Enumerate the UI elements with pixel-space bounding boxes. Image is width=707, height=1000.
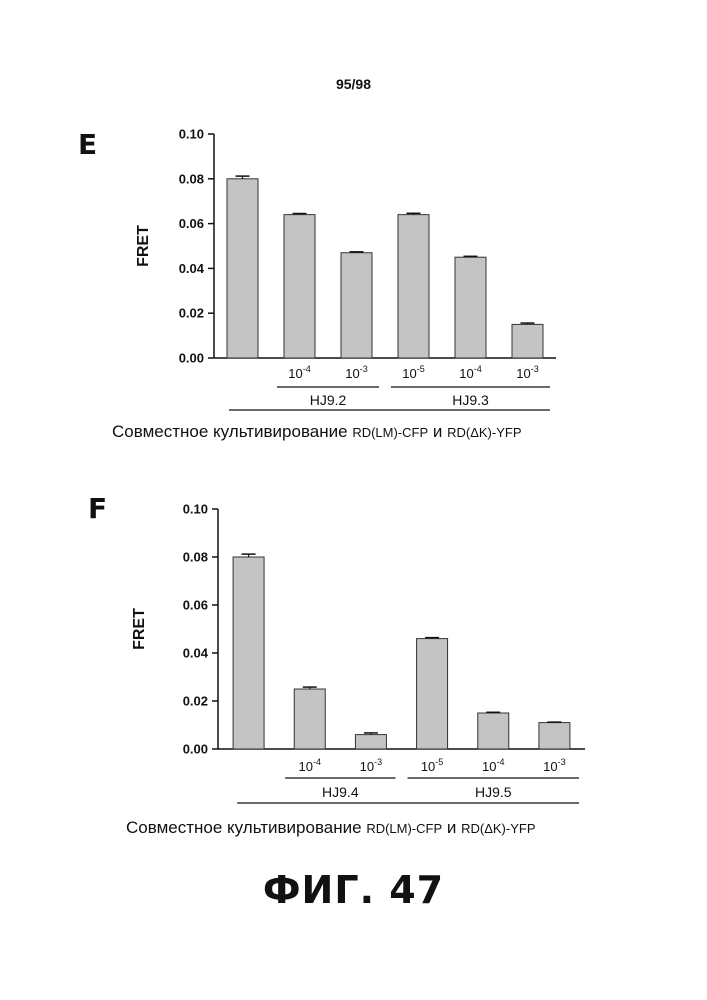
category-label-base: 10 <box>402 366 416 381</box>
bar <box>454 256 487 359</box>
panel-letter-f: F <box>88 492 108 525</box>
bar <box>354 734 387 750</box>
bar <box>416 638 449 750</box>
caption-main-text: Совместное культивирование <box>126 818 366 837</box>
y-tick-label: 0.04 <box>183 646 209 661</box>
y-tick-label: 0.10 <box>183 502 208 517</box>
category-label-base: 10 <box>482 759 496 774</box>
bar <box>511 323 544 359</box>
y-tick-label: 0.06 <box>179 216 204 231</box>
category-label-exponent: -3 <box>531 364 539 374</box>
bar <box>232 556 265 750</box>
y-axis-label: FRET <box>131 608 148 650</box>
category-label-exponent: -5 <box>417 364 425 374</box>
bar <box>477 712 510 750</box>
category-label: 10-5 <box>421 757 443 774</box>
category-label-exponent: -3 <box>374 757 382 767</box>
y-tick-label: 0.02 <box>179 306 204 321</box>
bar <box>293 688 326 750</box>
caption-construct-a: RD(LM)-CFP <box>366 821 442 836</box>
category-label-base: 10 <box>345 366 359 381</box>
bar <box>283 214 316 359</box>
category-label-exponent: -4 <box>496 757 504 767</box>
category-label-exponent: -3 <box>360 364 368 374</box>
caption-main-text: Совместное культивирование <box>112 422 352 441</box>
y-tick-label: 0.00 <box>179 351 204 366</box>
category-label-exponent: -5 <box>435 757 443 767</box>
bar <box>538 722 571 750</box>
category-label-exponent: -4 <box>303 364 311 374</box>
category-label: 10-3 <box>360 757 382 774</box>
category-label-exponent: -3 <box>558 757 566 767</box>
category-label-exponent: -4 <box>313 757 321 767</box>
caption-construct-a: RD(LM)-CFP <box>352 425 428 440</box>
bar <box>226 178 259 359</box>
x-axis-caption: Совместное культивирование RD(LM)-CFP и … <box>112 422 522 441</box>
x-axis-caption: Совместное культивирование RD(LM)-CFP и … <box>126 818 536 837</box>
caption-construct-b: RD(ΔK)-YFP <box>447 425 521 440</box>
y-tick-label: 0.08 <box>179 171 204 186</box>
caption-conjunction: и <box>442 818 461 837</box>
category-label: 10-4 <box>482 757 504 774</box>
category-label-base: 10 <box>299 759 313 774</box>
caption-construct-b: RD(ΔK)-YFP <box>461 821 535 836</box>
category-label: 10-3 <box>516 364 538 381</box>
bar <box>340 252 373 359</box>
group-label: HJ9.4 <box>322 784 359 800</box>
group-label: HJ9.3 <box>452 392 489 408</box>
category-label: 10-3 <box>543 757 565 774</box>
y-tick-label: 0.00 <box>183 742 208 757</box>
category-label: 10-4 <box>288 364 310 381</box>
panel-letter-e: E <box>78 128 98 161</box>
category-label-exponent: -4 <box>474 364 482 374</box>
y-tick-label: 0.08 <box>183 550 208 565</box>
category-label-base: 10 <box>360 759 374 774</box>
category-label-base: 10 <box>288 366 302 381</box>
category-label: 10-5 <box>402 364 424 381</box>
y-tick-label: 0.10 <box>179 127 204 142</box>
y-axis-label: FRET <box>135 225 152 267</box>
y-tick-label: 0.02 <box>183 694 208 709</box>
category-label: 10-4 <box>299 757 321 774</box>
category-label-base: 10 <box>459 366 473 381</box>
caption-conjunction: и <box>428 422 447 441</box>
page-number: 95/98 <box>335 76 372 92</box>
group-label: HJ9.5 <box>475 784 512 800</box>
category-label-base: 10 <box>543 759 557 774</box>
bar <box>397 214 430 359</box>
figure-label: ФИГ. 47 <box>262 868 445 912</box>
y-tick-label: 0.04 <box>179 261 205 276</box>
category-label-base: 10 <box>421 759 435 774</box>
category-label-base: 10 <box>516 366 530 381</box>
category-label: 10-3 <box>345 364 367 381</box>
group-label: HJ9.2 <box>310 392 347 408</box>
y-tick-label: 0.06 <box>183 598 208 613</box>
category-label: 10-4 <box>459 364 481 381</box>
